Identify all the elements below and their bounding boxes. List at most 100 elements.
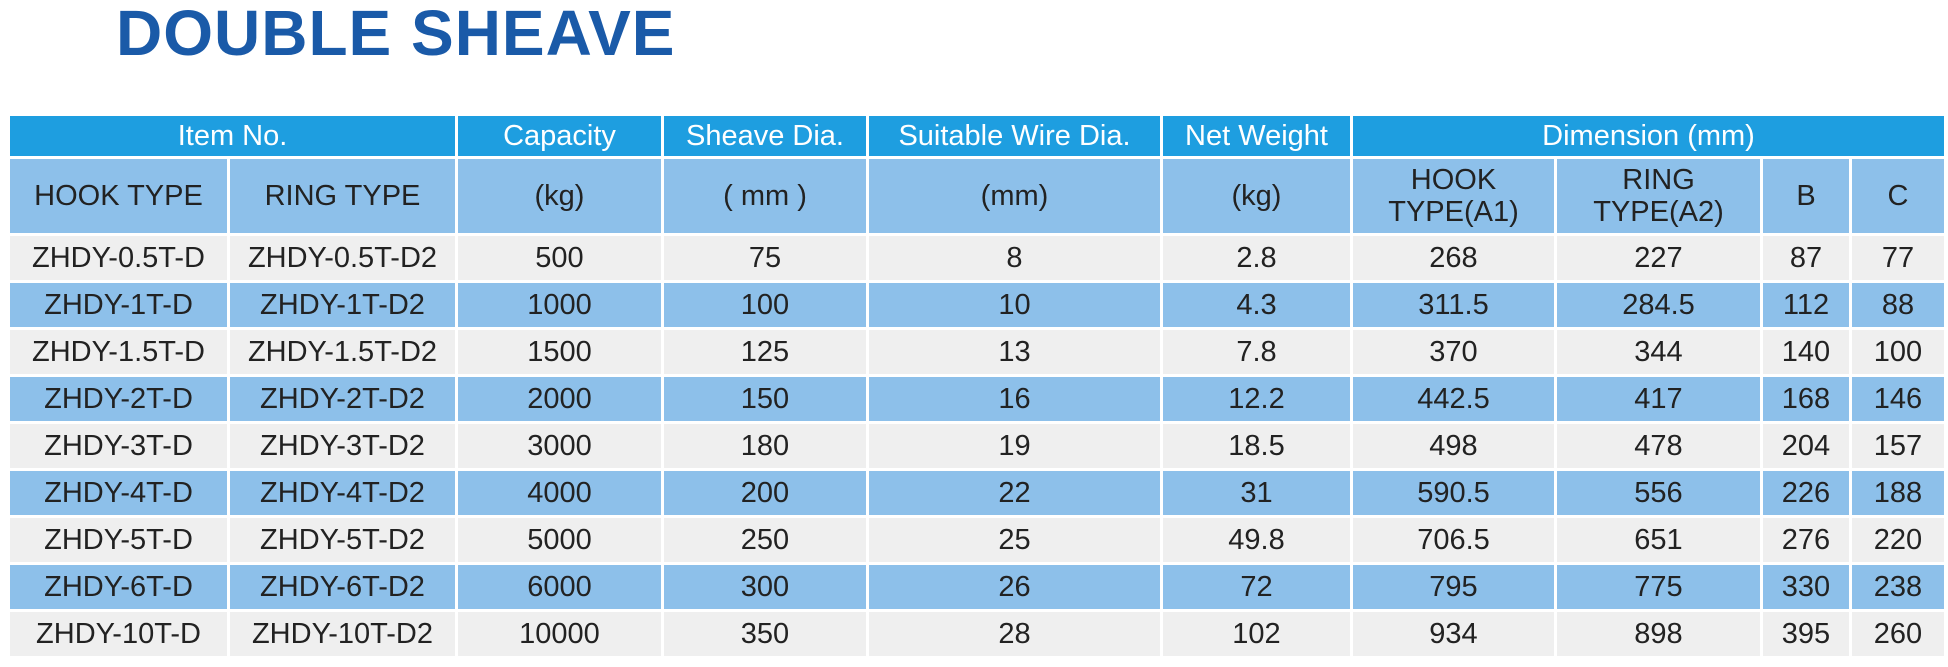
table-cell: ZHDY-4T-D [7,468,230,518]
table-cell: 417 [1554,374,1763,424]
table-cell: 227 [1554,233,1763,283]
table-cell: 500 [455,233,664,283]
subheader-cell: (kg) [1160,156,1353,236]
table-cell: ZHDY-3T-D2 [227,421,458,471]
table-cell: 6000 [455,562,664,612]
table-cell: 12.2 [1160,374,1353,424]
table-cell: 276 [1760,515,1852,565]
table-cell: 442.5 [1350,374,1557,424]
table-cell: 72 [1160,562,1353,612]
table-cell: 1000 [455,280,664,330]
table-cell: 268 [1350,233,1557,283]
table-cell: ZHDY-1.5T-D2 [227,327,458,377]
table-cell: 204 [1760,421,1852,471]
table-row: Item No. Capacity Sheave Dia. Suitable Wire… [7,113,1947,159]
table-cell: 344 [1554,327,1763,377]
subheader-cell: ( mm ) [661,156,869,236]
table-cell: 146 [1849,374,1947,424]
header-cell: Suitable Wire Dia. [866,113,1163,159]
table-cell: 395 [1760,609,1852,659]
page-title: DOUBLE SHEAVE [116,0,676,69]
table-cell: ZHDY-2T-D [7,374,230,424]
table-cell: 13 [866,327,1163,377]
subheader-cell: HOOK TYPE [7,156,230,236]
table-cell: 350 [661,609,869,659]
table-cell: ZHDY-0.5T-D [7,233,230,283]
table-cell: 590.5 [1350,468,1557,518]
header-cell: Dimension (mm) [1350,113,1947,159]
subheader-cell: C [1849,156,1947,236]
table-row: ZHDY-1T-D ZHDY-1T-D2 1000 100 10 4.3 311.5 284.… [7,280,1947,330]
table-cell: 8 [866,233,1163,283]
table-cell: 5000 [455,515,664,565]
table-row: ZHDY-3T-D ZHDY-3T-D2 3000 180 19 18.5 498 478 20… [7,421,1947,471]
table-row: ZHDY-1.5T-D ZHDY-1.5T-D2 1500 125 13 7.8 370 34… [7,327,1947,377]
table-cell: 28 [866,609,1163,659]
table-cell: 311.5 [1350,280,1557,330]
table-cell: 220 [1849,515,1947,565]
table-row: ZHDY-5T-D ZHDY-5T-D2 5000 250 25 49.8 706.5 651… [7,515,1947,565]
table-cell: 157 [1849,421,1947,471]
table-cell: 16 [866,374,1163,424]
subheader-cell: B [1760,156,1852,236]
table-row: ZHDY-4T-D ZHDY-4T-D2 4000 200 22 31 590.5 556 22… [7,468,1947,518]
table-cell: 22 [866,468,1163,518]
table-cell: ZHDY-1T-D2 [227,280,458,330]
table-cell: 112 [1760,280,1852,330]
table-cell: 4000 [455,468,664,518]
subheader-cell: (kg) [455,156,664,236]
table-cell: 7.8 [1160,327,1353,377]
table-cell: 330 [1760,562,1852,612]
table-cell: 200 [661,468,869,518]
table-cell: 370 [1350,327,1557,377]
table-cell: 125 [661,327,869,377]
table-cell: 102 [1160,609,1353,659]
header-cell: Net Weight [1160,113,1353,159]
table-cell: 168 [1760,374,1852,424]
table-cell: ZHDY-1.5T-D [7,327,230,377]
table-cell: ZHDY-2T-D2 [227,374,458,424]
table-cell: 2.8 [1160,233,1353,283]
table-cell: 100 [1849,327,1947,377]
table-cell: ZHDY-4T-D2 [227,468,458,518]
table-cell: ZHDY-6T-D [7,562,230,612]
table-row: ZHDY-2T-D ZHDY-2T-D2 2000 150 16 12.2 442.5 417… [7,374,1947,424]
table-cell: 180 [661,421,869,471]
table-cell: 19 [866,421,1163,471]
subheader-cell: RING TYPE(A2) [1554,156,1763,236]
table-cell: 10000 [455,609,664,659]
table-cell: 651 [1554,515,1763,565]
table-cell: ZHDY-5T-D2 [227,515,458,565]
table-cell: 300 [661,562,869,612]
table-cell: ZHDY-10T-D2 [227,609,458,659]
table-cell: ZHDY-10T-D [7,609,230,659]
table-cell: 25 [866,515,1163,565]
table-cell: ZHDY-0.5T-D2 [227,233,458,283]
table-row: ZHDY-0.5T-D ZHDY-0.5T-D2 500 75 8 2.8 268 227 87… [7,233,1947,283]
subheader-cell: (mm) [866,156,1163,236]
table-cell: 795 [1350,562,1557,612]
subheader-cell: HOOK TYPE(A1) [1350,156,1557,236]
table-cell: 4.3 [1160,280,1353,330]
table-cell: 31 [1160,468,1353,518]
table-cell: 775 [1554,562,1763,612]
table-cell: 150 [661,374,869,424]
table-cell: ZHDY-3T-D [7,421,230,471]
table-cell: 478 [1554,421,1763,471]
table-cell: 226 [1760,468,1852,518]
table-cell: 260 [1849,609,1947,659]
table-cell: ZHDY-6T-D2 [227,562,458,612]
table-cell: 556 [1554,468,1763,518]
header-cell: Sheave Dia. [661,113,869,159]
table-cell: 140 [1760,327,1852,377]
table-cell: 498 [1350,421,1557,471]
subheader-cell: RING TYPE [227,156,458,236]
table-cell: 2000 [455,374,664,424]
table-cell: 10 [866,280,1163,330]
table-cell: 238 [1849,562,1947,612]
table-cell: 18.5 [1160,421,1353,471]
table-cell: 934 [1350,609,1557,659]
table-cell: ZHDY-5T-D [7,515,230,565]
spec-table: Item No. Capacity Sheave Dia. Suitable Wire… [7,113,1947,659]
